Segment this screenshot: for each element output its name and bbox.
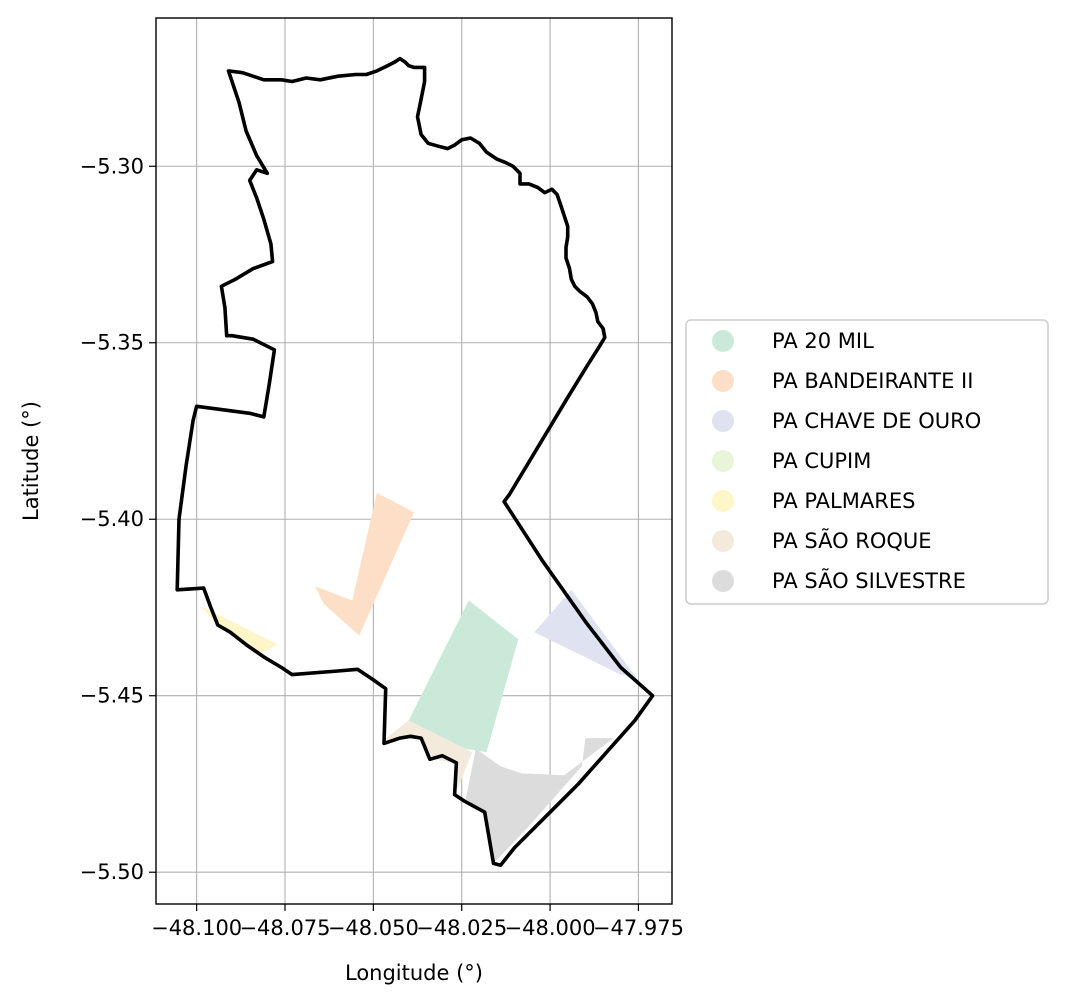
y-axis-label: Latitude (°) <box>19 401 43 521</box>
gridlines <box>156 18 672 904</box>
settlement-parcels <box>200 492 637 864</box>
x-axis-ticks: −48.100−48.075−48.050−48.025−48.000−47.9… <box>151 904 684 940</box>
legend-marker <box>712 450 734 472</box>
y-tick-label: −5.40 <box>80 507 144 531</box>
axes-frame <box>155 17 673 905</box>
legend-marker <box>712 330 734 352</box>
legend-marker <box>712 410 734 432</box>
parcel-pa-20-mil <box>408 600 519 753</box>
legend-marker <box>712 570 734 592</box>
municipality-boundary-layer <box>175 56 655 868</box>
legend-label: PA CHAVE DE OURO <box>772 409 981 433</box>
municipality-boundary <box>175 56 655 868</box>
legend-label: PA BANDEIRANTE II <box>772 369 973 393</box>
y-tick-label: −5.35 <box>80 331 144 355</box>
x-tick-label: −48.075 <box>239 916 330 940</box>
x-axis-label: Longitude (°) <box>345 961 483 985</box>
y-tick-label: −5.50 <box>80 860 144 884</box>
x-tick-label: −48.025 <box>416 916 507 940</box>
parcel-pa-palmares <box>200 605 278 656</box>
legend: PA 20 MIL PA BANDEIRANTE II PA CHAVE DE OU… <box>685 319 1049 605</box>
x-tick-label: −48.050 <box>328 916 419 940</box>
legend-label: PA SÃO SILVESTRE <box>772 567 966 593</box>
y-axis-ticks: −5.30 −5.35 −5.40 −5.45 −5.50 <box>80 154 156 884</box>
y-tick-label: −5.30 <box>80 154 144 178</box>
legend-marker <box>712 370 734 392</box>
parcel-pa-bandeirante-ii <box>315 492 414 636</box>
legend-label: PA CUPIM <box>772 449 871 473</box>
x-tick-label: −47.975 <box>593 916 684 940</box>
x-tick-label: −48.100 <box>151 916 242 940</box>
legend-marker <box>712 530 734 552</box>
x-tick-label: −48.000 <box>505 916 596 940</box>
legend-label: PA PALMARES <box>772 489 915 513</box>
legend-label: PA 20 MIL <box>772 329 874 353</box>
parcel-pa-s-o-silvestre <box>465 738 614 864</box>
y-tick-label: −5.45 <box>80 684 144 708</box>
legend-marker <box>712 490 734 512</box>
legend-label: PA SÃO ROQUE <box>772 527 932 553</box>
legend-box <box>685 319 1049 605</box>
